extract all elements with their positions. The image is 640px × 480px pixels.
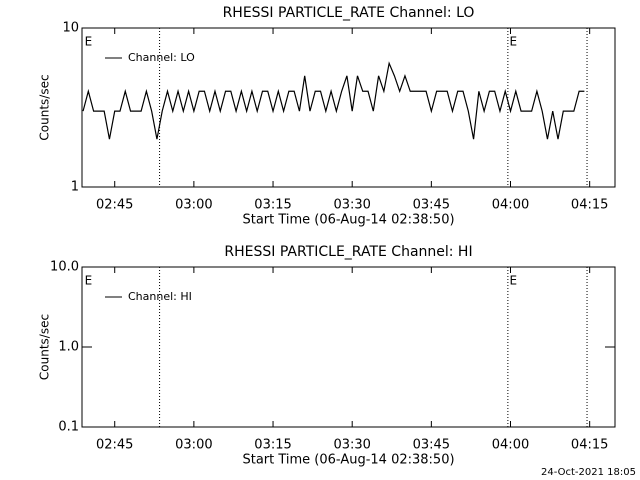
x-axis-label: Start Time (06-Aug-14 02:38:50) [242,213,454,228]
x-tick-label: 03:15 [254,438,291,453]
chart-title: RHESSI PARTICLE_RATE Channel: HI [224,244,472,260]
footer: 24-Oct-2021 18:05 [541,467,636,478]
y-axis-label: Counts/sec [38,74,52,140]
x-tick-label: 03:00 [175,438,212,453]
x-tick-label: 02:45 [96,198,133,213]
x-axis-label: Start Time (06-Aug-14 02:38:50) [242,453,454,468]
data-line [82,61,585,140]
x-tick-label: 04:15 [571,438,608,453]
x-tick-label: 03:30 [333,198,370,213]
x-tick-label: 03:30 [333,438,370,453]
plot-frame [81,27,616,188]
x-tick-label: 03:15 [254,198,291,213]
x-tick-label: 03:45 [413,438,450,453]
y-axis-label: Counts/sec [38,314,52,380]
x-tick-label: 03:00 [175,198,212,213]
legend-label: Channel: HI [128,290,192,303]
annotation: E [509,274,517,288]
y-tick-label: 10 [62,21,79,36]
y-tick-label: 1.0 [58,340,79,355]
chart-title: RHESSI PARTICLE_RATE Channel: LO [223,5,475,21]
y-tick-label: 1 [71,180,79,195]
annotation: E [509,35,517,49]
x-tick-label: 04:00 [492,198,529,213]
legend-label: Channel: LO [128,51,195,64]
x-tick-label: 03:45 [413,198,450,213]
x-tick-label: 04:00 [492,438,529,453]
y-tick-label: 10.0 [50,260,79,275]
annotation: E [85,274,93,288]
x-tick-label: 02:45 [96,438,133,453]
annotation: E [85,35,93,49]
x-tick-label: 04:15 [571,198,608,213]
y-tick-label: 0.1 [58,420,79,435]
